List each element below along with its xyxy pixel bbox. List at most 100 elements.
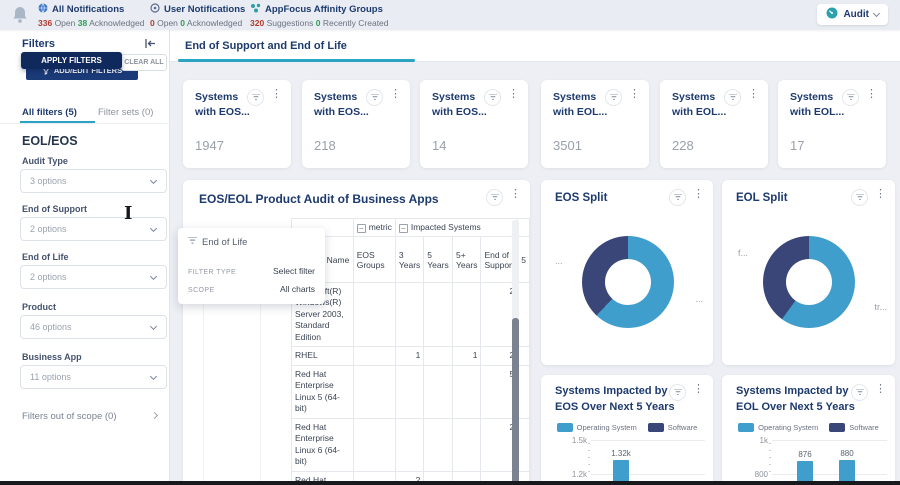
- kebab-menu-icon[interactable]: ⋮: [510, 188, 521, 200]
- user-notifications-group[interactable]: User Notifications 0 Open 0 Acknowledged: [150, 3, 245, 28]
- collapse-minus-icon[interactable]: −: [356, 224, 366, 233]
- filter-icon[interactable]: [247, 89, 264, 106]
- table-scrollbar[interactable]: [512, 220, 519, 485]
- donut-label-right: ...: [695, 294, 703, 304]
- bell-icon[interactable]: [10, 5, 30, 30]
- column-header-end-of-support[interactable]: End of Support: [480, 236, 519, 283]
- notification-stats: 336 Open 38 Acknowledged: [38, 18, 145, 28]
- tooltip-value-scope: All charts: [280, 284, 315, 294]
- column-header-eos-groups[interactable]: EOS Groups: [352, 236, 396, 283]
- audit-type-select[interactable]: 3 options: [20, 169, 167, 193]
- card-value: 3501: [553, 138, 582, 153]
- column-header-5plus-years[interactable]: 5+ Years: [452, 236, 482, 283]
- filter-icon[interactable]: [851, 384, 868, 401]
- filter-icon[interactable]: [842, 89, 859, 106]
- legend-swatch-operating-system: [556, 423, 573, 432]
- table-row[interactable]: RHEL112: [291, 346, 530, 366]
- end-of-life-select[interactable]: 2 options: [20, 265, 167, 289]
- tab-all-filters[interactable]: All filters (5): [22, 107, 77, 118]
- section-eol-eos: EOL/EOS: [22, 134, 78, 148]
- kebab-menu-icon[interactable]: ⋮: [508, 88, 519, 100]
- filter-icon[interactable]: [724, 89, 741, 106]
- stat-card-systems-eos-3[interactable]: Systems with EOS... ⋮ 14: [420, 80, 528, 168]
- table-row[interactable]: Microsoft(R) Windows(R) Server 2003, Sta…: [291, 281, 530, 348]
- scrollbar-thumb[interactable]: [512, 318, 519, 485]
- kebab-menu-icon[interactable]: ⋮: [866, 88, 877, 100]
- stat-card-systems-eol-2[interactable]: Systems with EOL... ⋮ 228: [660, 80, 768, 168]
- y-axis-tick: 800: [754, 470, 768, 479]
- notification-title: AppFocus Affinity Groups: [265, 4, 383, 15]
- kebab-menu-icon[interactable]: ⋮: [693, 383, 704, 395]
- legend-swatch-operating-system: [738, 423, 755, 432]
- kebab-menu-icon[interactable]: ⋮: [693, 188, 704, 200]
- card-title: Systems Impacted by EOL Over Next 5 Years: [736, 385, 855, 413]
- clear-all-button[interactable]: CLEAR ALL: [121, 54, 167, 71]
- stat-card-systems-eos-1[interactable]: Systems with EOS... ⋮ 1947: [183, 80, 291, 168]
- tab-end-of-support-and-end-of-life[interactable]: End of Support and End of Life: [185, 40, 347, 52]
- top-notification-bar: All Notifications 336 Open 38 Acknowledg…: [0, 0, 900, 30]
- group-header-impacted-systems[interactable]: − Impacted Systems: [394, 218, 519, 237]
- eos-split-donut-chart[interactable]: [582, 236, 674, 328]
- audit-dropdown[interactable]: Audit: [817, 4, 888, 25]
- group-header-metric[interactable]: − metric: [352, 218, 396, 237]
- tab-filter-sets[interactable]: Filter sets (0): [98, 107, 154, 118]
- end-of-support-select[interactable]: 2 options: [20, 217, 167, 241]
- all-notifications-group[interactable]: All Notifications 336 Open 38 Acknowledg…: [38, 3, 144, 28]
- collapse-minus-icon[interactable]: −: [398, 224, 408, 233]
- filter-icon[interactable]: [484, 89, 501, 106]
- filter-funnel-icon: [188, 236, 197, 248]
- column-header-3-years[interactable]: 3 Years: [394, 236, 425, 283]
- kebab-menu-icon[interactable]: ⋮: [748, 88, 759, 100]
- active-tab-underline: [178, 59, 415, 62]
- gridline: [772, 474, 887, 475]
- kebab-menu-icon[interactable]: ⋮: [271, 88, 282, 100]
- product-select[interactable]: 46 options: [20, 315, 167, 339]
- filter-icon[interactable]: [669, 189, 686, 206]
- column-header-partial: 5: [517, 236, 530, 283]
- filter-icon[interactable]: [851, 189, 868, 206]
- end-of-life-filter-tooltip: End of Life FILTER TYPE Select filter SC…: [178, 228, 325, 304]
- audit-label: Audit: [843, 9, 869, 20]
- filter-icon[interactable]: [669, 384, 686, 401]
- bar-operating-system[interactable]: 876: [797, 450, 813, 485]
- table-row[interactable]: Red Hat Enterprise Linux 6 (64-bit)2: [291, 417, 530, 472]
- apply-filters-button[interactable]: APPLY FILTERS: [21, 52, 122, 69]
- chevron-right-icon: [150, 411, 159, 420]
- card-title: EOL Split: [736, 192, 788, 204]
- filters-out-of-scope[interactable]: Filters out of scope (0): [22, 411, 117, 422]
- gridline: [591, 474, 705, 475]
- column-header-5-years[interactable]: 5 Years: [423, 236, 454, 283]
- affinity-icon: [250, 3, 261, 16]
- chart-legend: Operating System Software: [541, 423, 713, 432]
- filter-icon[interactable]: [605, 89, 622, 106]
- stat-card-systems-eol-3[interactable]: Systems with EOL... ⋮ 17: [778, 80, 886, 168]
- filter-icon[interactable]: [366, 89, 383, 106]
- stat-card-systems-eol-1[interactable]: Systems with EOL... ⋮ 3501: [541, 80, 649, 168]
- eol-split-donut-chart[interactable]: [763, 236, 855, 328]
- gridline: [772, 440, 887, 441]
- card-title: Systems with EOS...: [314, 91, 369, 118]
- collapse-sidebar-icon[interactable]: [143, 37, 157, 55]
- filter-icon[interactable]: [486, 189, 503, 206]
- card-title: Systems with EOS...: [195, 91, 250, 118]
- kebab-menu-icon[interactable]: ⋮: [390, 88, 401, 100]
- y-axis-tick: 1.2k: [571, 470, 587, 479]
- affinity-groups-group[interactable]: AppFocus Affinity Groups 320 Suggestions…: [250, 3, 389, 28]
- business-app-select[interactable]: 11 options: [20, 365, 167, 389]
- eol-impact-bar-card: Systems Impacted by EOL Over Next 5 Years…: [722, 375, 895, 485]
- chart-legend: Operating System Software: [722, 423, 895, 432]
- stat-card-systems-eos-2[interactable]: Systems with EOS... ⋮ 218: [302, 80, 410, 168]
- notification-title: User Notifications: [164, 4, 246, 15]
- bar-operating-system[interactable]: 1.32k: [611, 449, 631, 485]
- kebab-menu-icon[interactable]: ⋮: [875, 383, 886, 395]
- bar-operating-system[interactable]: 880: [839, 449, 855, 485]
- chevron-down-icon: [149, 322, 158, 330]
- table-row[interactable]: Red Hat Enterprise Linux 5 (64-bit)5: [291, 364, 530, 419]
- kebab-menu-icon[interactable]: ⋮: [875, 188, 886, 200]
- card-value: 1947: [195, 138, 224, 153]
- card-value: 218: [314, 138, 336, 153]
- dashboard-header: End of Support and End of Life: [170, 30, 900, 62]
- card-title: Systems with EOS...: [432, 91, 487, 118]
- kebab-menu-icon[interactable]: ⋮: [629, 88, 640, 100]
